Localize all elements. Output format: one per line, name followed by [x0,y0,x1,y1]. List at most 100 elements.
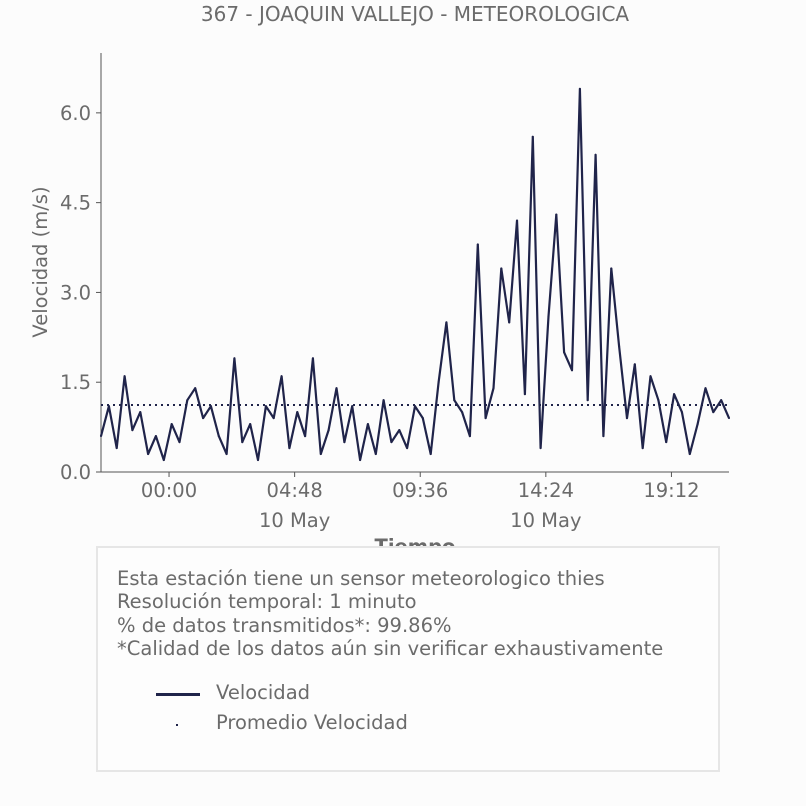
chart-title: 367 - JOAQUIN VALLEJO - METEOROLOGICA [201,2,630,26]
series-velocidad-point [343,441,346,444]
x-tick-label: 19:12 [643,479,699,502]
series-velocidad-point [374,453,377,456]
series-velocidad-point [233,357,236,360]
series-velocidad-point [673,393,676,396]
series-velocidad-point [555,213,558,216]
legend-line-swatch [156,693,200,696]
y-tick-label: 3.0 [60,281,91,304]
legend-dot-swatch [176,724,178,726]
series-velocidad-point [649,375,652,378]
series-velocidad-point [186,399,189,402]
plot-area: 0.0 1.5 3.0 4.5 6.0 00:00 04:48 10 May 09:36 14:2… [60,53,731,532]
series-velocidad-point [241,441,244,444]
info-line-sensor: Esta estación tiene un sensor meteorolog… [117,567,605,590]
x-tick-label: 00:00 [141,479,197,502]
series-velocidad-point [304,435,307,438]
series-velocidad-point [296,411,299,414]
series-velocidad-point [319,453,322,456]
series-velocidad-point [147,453,150,456]
series-velocidad-point [139,411,142,414]
series-velocidad-point [170,423,173,426]
series-velocidad-point [366,423,369,426]
series-velocidad-point [264,405,267,408]
series-velocidad-point [633,363,636,366]
series-velocidad-point [492,387,495,390]
info-line-resolution: Resolución temporal: 1 minuto [117,590,417,614]
series-velocidad-point [311,357,314,360]
station-info: Esta estación tiene un sensor meteorolog… [117,567,663,661]
info-line-transmitted: % de datos transmitidos*: 99.86% [117,613,452,637]
y-tick-label: 4.5 [60,192,91,215]
legend-label-velocidad: Velocidad [216,681,311,704]
series-velocidad-point [154,435,157,438]
series-velocidad-point [107,405,110,408]
x-tick-date-label: 10 May [259,509,330,532]
series-velocidad-point [602,435,605,438]
series-velocidad-point [429,453,432,456]
series-velocidad-point [131,429,134,432]
series-velocidad-point [421,417,424,420]
series-velocidad-point [257,459,259,462]
series-velocidad-point [547,315,550,318]
series-velocidad-point [162,459,165,462]
series-velocidad-point [445,321,448,324]
series-velocidad-point [100,435,102,438]
series-velocidad-point [414,405,416,408]
x-tick-date-label: 10 May [510,509,581,532]
info-line-quality: *Calidad de los datos aún sin verificar … [117,637,664,661]
series-velocidad-point [390,441,393,444]
series-velocidad-point [484,417,487,420]
x-tick-label: 14:24 [518,479,574,502]
series-velocidad-point [641,447,644,450]
series-velocidad-point [115,447,118,450]
series-velocidad-point [476,243,479,246]
series-velocidad-point [680,411,683,414]
series-velocidad-point [610,267,613,270]
y-axis-label: Velocidad (m/s) [29,186,52,337]
series-velocidad-point [280,375,283,378]
series-velocidad-point [563,351,566,354]
series-velocidad-point [578,87,581,90]
series-velocidad-point [202,417,205,420]
series-velocidad-point [720,399,723,402]
y-tick-label: 1.5 [60,371,91,394]
series-velocidad-point [217,435,220,438]
y-tick-label: 6.0 [60,102,91,125]
series-velocidad-point [398,429,401,432]
series-velocidad-point [571,369,573,372]
series-velocidad-point [288,447,291,450]
series-velocidad-point [468,435,471,438]
series-velocidad-point [249,423,252,426]
y-tick-label: 0.0 [60,461,91,484]
chart: 367 - JOAQUIN VALLEJO - METEOROLOGICA 0.… [29,2,731,558]
legend-label-promedio: Promedio Velocidad [216,711,408,734]
series-velocidad-point [351,405,354,408]
series-velocidad-point [704,387,707,390]
series-velocidad-point [406,447,409,450]
info-box: Esta estación tiene un sensor meteorolog… [96,546,720,772]
series-velocidad-point [594,153,597,156]
x-tick-label: 04:48 [267,479,323,502]
series-velocidad-point [225,453,228,456]
series-velocidad-point [539,447,542,450]
series-velocidad-point [665,441,668,444]
series-velocidad-point [696,423,699,426]
series-velocidad-point [508,321,511,324]
series-velocidad-point [178,441,181,444]
series-velocidad-point [625,417,628,420]
series-velocidad-point [335,387,338,390]
series-velocidad-point [586,399,589,402]
series-velocidad-point [453,399,456,402]
series-velocidad-point [728,417,730,420]
series-velocidad-point [618,345,621,348]
series-velocidad-point [531,135,534,138]
series-velocidad-point [209,405,212,408]
series-velocidad-point [437,381,440,384]
series-velocidad-point [712,411,715,414]
series-velocidad-point [657,399,660,402]
series-velocidad-point [327,429,330,432]
series-velocidad-point [194,387,197,390]
series-velocidad-point [382,399,385,402]
series-velocidad-point [523,393,526,396]
series-velocidad-point [359,459,362,462]
